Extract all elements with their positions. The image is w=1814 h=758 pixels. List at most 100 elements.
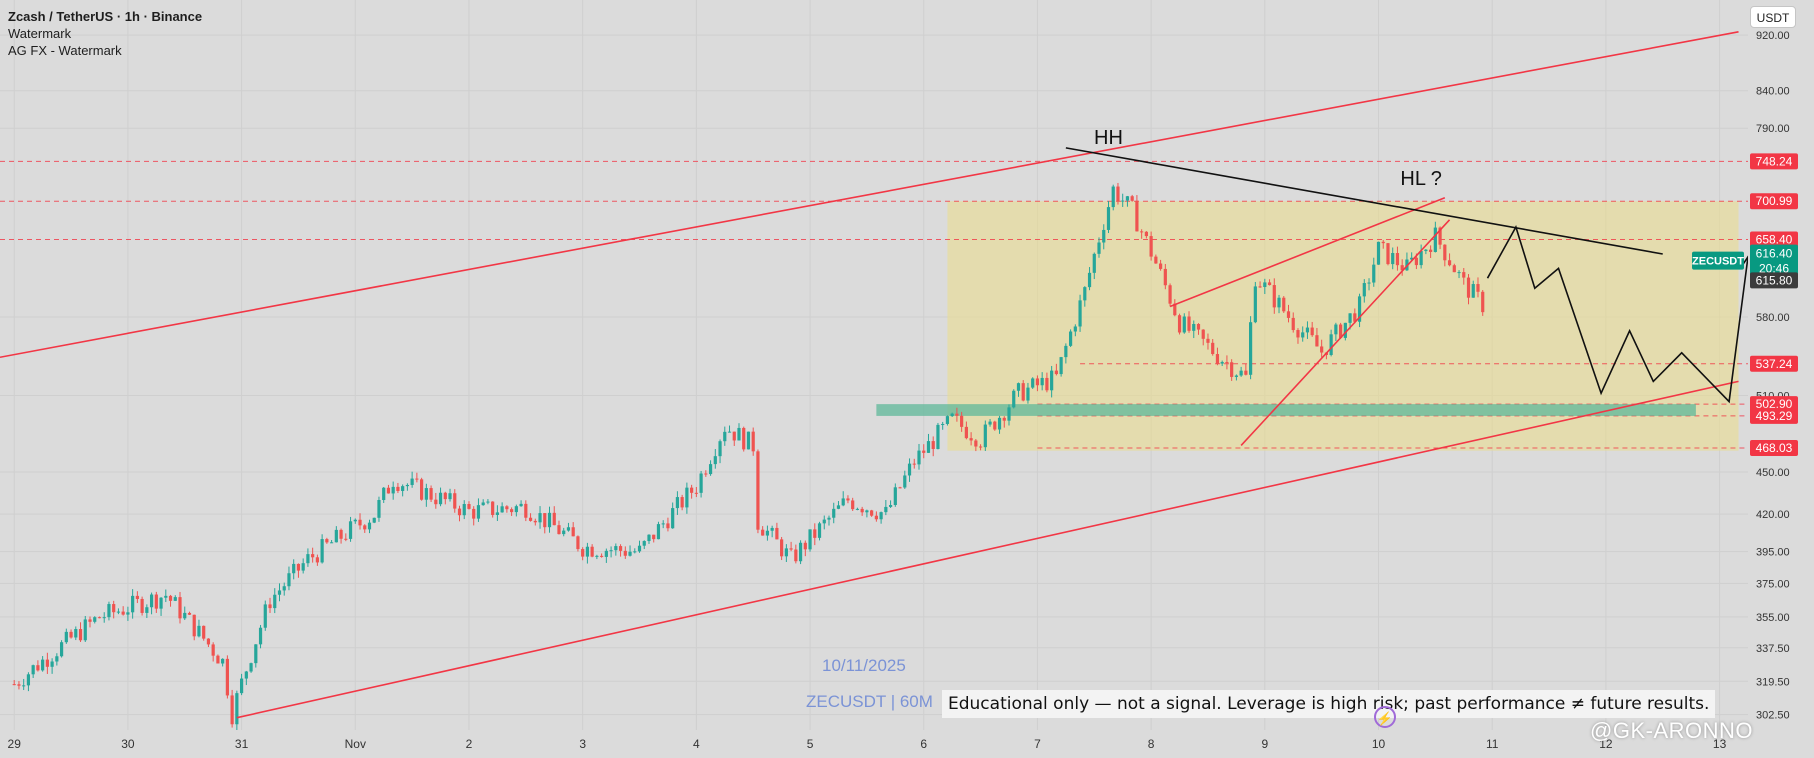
countdown-value: 20:46 <box>1759 262 1789 276</box>
candle-body <box>1286 311 1291 318</box>
candle-body <box>907 463 912 476</box>
candle-body <box>149 594 154 608</box>
candle-body <box>751 431 755 452</box>
candle-body <box>59 642 64 657</box>
candle-body <box>978 446 983 448</box>
price-tag-bg <box>1750 272 1798 289</box>
candle-body <box>1102 229 1106 243</box>
candle-body <box>1414 257 1419 266</box>
candle-body <box>983 424 987 448</box>
price-tag-label: 748.24 <box>1756 154 1793 168</box>
candle-body <box>135 595 139 599</box>
y-tick-label: 450.00 <box>1756 467 1790 479</box>
symbol-tag-bg <box>1692 251 1744 270</box>
candle-body <box>112 604 116 613</box>
y-tick-label: 337.50 <box>1756 643 1790 655</box>
candle-body <box>102 617 106 619</box>
candle-body <box>1230 362 1234 377</box>
candle-body <box>1433 227 1437 252</box>
price-tag-bg <box>1750 440 1798 457</box>
candle-body <box>988 421 992 425</box>
candle-body <box>860 508 864 513</box>
x-tick-label: 8 <box>1148 737 1155 751</box>
candle-body <box>765 530 770 536</box>
candle-body <box>1367 282 1371 284</box>
candle-body <box>694 492 698 494</box>
candle-body <box>216 655 220 664</box>
candle-body <box>107 604 111 618</box>
indicator-label-1[interactable]: Watermark <box>8 26 72 41</box>
candle-body <box>609 550 613 552</box>
x-tick-label: 7 <box>1034 737 1041 751</box>
indicator-label-2[interactable]: AG FX - Watermark <box>8 43 122 58</box>
candle-body <box>254 644 258 664</box>
price-tag-label: 700.99 <box>1756 194 1793 208</box>
candle-body <box>1130 196 1134 201</box>
candle-body <box>1040 377 1044 386</box>
candle-body <box>628 551 632 556</box>
last-price-tag <box>1750 244 1798 277</box>
candle-body <box>903 475 907 488</box>
candle-body <box>656 524 661 540</box>
candle-body <box>405 484 409 487</box>
candle-body <box>1315 335 1319 347</box>
candle-body <box>1267 282 1272 286</box>
candle-body <box>192 614 196 637</box>
candle-body <box>1395 253 1400 266</box>
candle-body <box>585 546 590 557</box>
candle-body <box>1443 244 1447 261</box>
currency-button[interactable]: USDT <box>1750 6 1796 28</box>
candle-body <box>31 665 35 675</box>
price-tag-bg <box>1750 193 1798 210</box>
candle-body <box>557 525 561 535</box>
candle-body <box>514 506 518 513</box>
candle-body <box>140 598 144 613</box>
candle-body <box>36 665 40 671</box>
candle-body <box>817 523 822 538</box>
candle-body <box>637 545 642 552</box>
candle-body <box>221 658 225 664</box>
candle-body <box>292 563 296 574</box>
candle-body <box>997 417 1002 430</box>
candle-body <box>1429 249 1433 252</box>
candle-body <box>1225 361 1229 363</box>
y-tick-label: 375.00 <box>1756 578 1790 590</box>
candle-body <box>472 508 476 519</box>
candle-body <box>273 594 277 609</box>
candle-body <box>1258 286 1262 288</box>
candle-body <box>116 611 121 613</box>
y-tick-label: 840.00 <box>1756 86 1790 98</box>
candle-body <box>855 508 860 510</box>
label-hl: HL ? <box>1400 168 1442 190</box>
lightning-icon[interactable]: ⚡ <box>1374 706 1396 728</box>
price-tag-label: 468.03 <box>1756 441 1793 455</box>
candle-body <box>870 510 874 516</box>
support-zone <box>876 404 1696 416</box>
x-tick-label: 10 <box>1372 737 1386 751</box>
candle-body <box>121 611 125 615</box>
candle-body <box>97 617 102 619</box>
candle-body <box>386 487 391 494</box>
candle-body <box>917 450 921 465</box>
candle-body <box>1116 186 1120 202</box>
symbol-title[interactable]: Zcash / TetherUS · 1h · Binance <box>8 9 203 24</box>
candle-body <box>552 512 556 526</box>
candle-body <box>131 595 135 613</box>
channel-lower-line <box>236 380 1739 719</box>
candle-body <box>1135 200 1139 232</box>
candle-body <box>50 661 54 667</box>
candle-body <box>538 513 542 523</box>
candle-body <box>846 498 850 501</box>
candle-body <box>178 597 182 619</box>
candle-body <box>1173 303 1177 316</box>
candle-body <box>742 427 746 450</box>
candle-body <box>614 546 618 551</box>
candle-body <box>510 509 514 513</box>
candle-body <box>1272 285 1276 308</box>
y-tick-label: 302.50 <box>1756 710 1790 722</box>
candle-body <box>1083 287 1087 301</box>
candle-body <box>64 631 68 643</box>
candle-body <box>1106 207 1111 230</box>
candle-body <box>1021 383 1025 401</box>
